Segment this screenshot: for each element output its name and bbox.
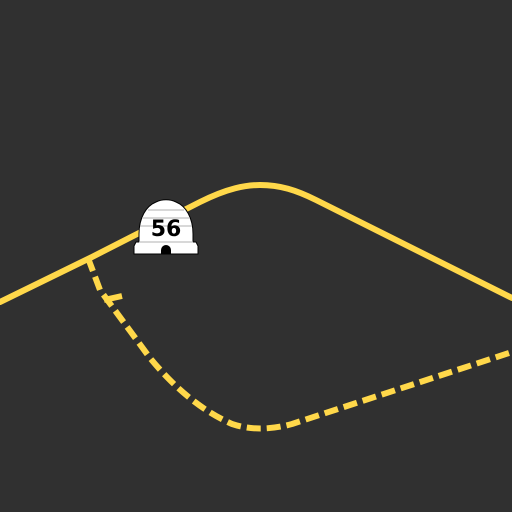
minor-road-crossing (103, 293, 123, 303)
beehive-rings (139, 209, 193, 243)
route-shield-number: 56 (151, 217, 182, 242)
minor-road-dashed[interactable] (85, 256, 512, 432)
route-shield[interactable]: 56 (133, 199, 199, 255)
beehive-door-icon (161, 245, 171, 254)
highway-56-road[interactable] (0, 182, 512, 305)
beehive-shield-icon (133, 199, 199, 255)
